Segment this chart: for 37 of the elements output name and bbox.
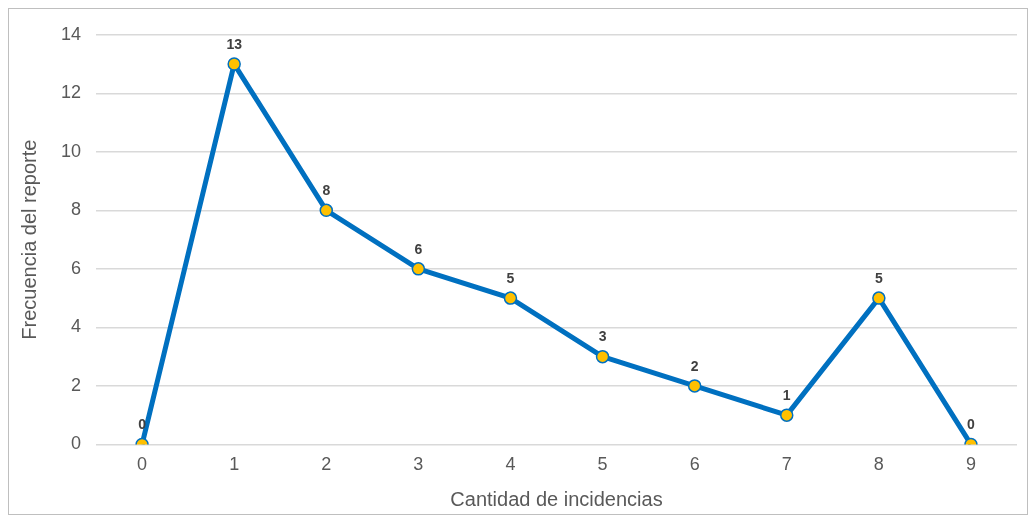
x-tick-label: 4 xyxy=(505,454,516,475)
x-tick-label: 2 xyxy=(321,454,332,475)
point xyxy=(687,379,702,393)
point xyxy=(319,203,334,218)
point xyxy=(503,291,518,305)
data-label: 0 xyxy=(967,416,976,433)
y-tick-label: 6 xyxy=(71,257,82,278)
y-tick-label: 0 xyxy=(71,433,82,454)
point xyxy=(227,57,241,71)
data-label: 13 xyxy=(226,35,243,52)
point xyxy=(780,408,794,422)
point xyxy=(595,349,610,364)
x-tick-label: 3 xyxy=(413,454,424,475)
y-tick-label: 8 xyxy=(71,199,82,220)
data-label: 6 xyxy=(414,240,423,257)
x-tick-label: 6 xyxy=(689,454,700,475)
x-tick-label: 5 xyxy=(597,454,608,475)
y-tick-label: 2 xyxy=(71,374,82,395)
x-tick-label: 1 xyxy=(229,454,240,475)
x-axis-title: Cantidad de incidencias xyxy=(450,487,663,510)
x-tick-label: 8 xyxy=(873,454,884,475)
y-tick-label: 14 xyxy=(60,23,82,44)
data-label: 5 xyxy=(506,269,515,286)
data-label: 1 xyxy=(782,387,791,403)
y-axis-title: Frecuencia del reporte xyxy=(17,139,40,340)
data-label: 5 xyxy=(874,269,883,286)
point xyxy=(872,291,886,305)
x-tick-label: 7 xyxy=(781,454,792,475)
point xyxy=(411,262,426,276)
data-label: 2 xyxy=(690,357,699,374)
y-tick-label: 4 xyxy=(71,316,82,337)
data-label: 3 xyxy=(598,328,607,345)
y-tick-label: 12 xyxy=(60,82,82,103)
y-tick-label: 10 xyxy=(60,140,82,161)
x-tick-label: 0 xyxy=(137,454,148,475)
data-label: 8 xyxy=(322,182,331,199)
x-tick-label: 9 xyxy=(965,454,976,475)
